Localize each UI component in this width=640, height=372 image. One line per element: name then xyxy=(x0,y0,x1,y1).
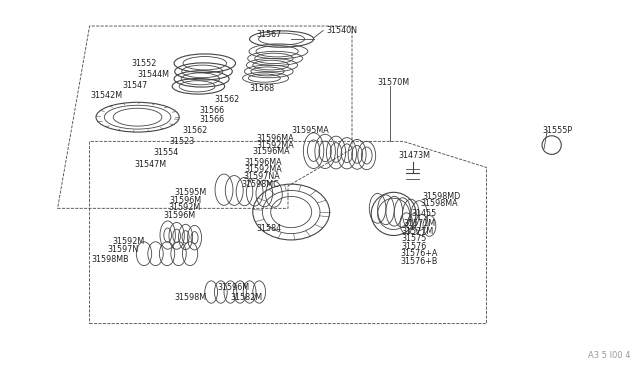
Text: 31523: 31523 xyxy=(170,137,195,146)
Text: 31562: 31562 xyxy=(182,126,207,135)
Text: 31592M: 31592M xyxy=(168,203,200,212)
Text: 31596M: 31596M xyxy=(218,283,250,292)
Text: 31566: 31566 xyxy=(200,115,225,124)
Text: 31584: 31584 xyxy=(256,224,281,233)
Text: 31598MA: 31598MA xyxy=(420,199,458,208)
Text: 31598MB: 31598MB xyxy=(92,255,129,264)
Text: 31582M: 31582M xyxy=(230,293,262,302)
Text: 31577M: 31577M xyxy=(402,227,434,236)
Text: 31555P: 31555P xyxy=(543,126,573,135)
Text: 31566: 31566 xyxy=(200,106,225,115)
Text: 31598MD: 31598MD xyxy=(422,192,461,201)
Text: 31596MA: 31596MA xyxy=(253,147,291,156)
Text: 31552: 31552 xyxy=(131,59,157,68)
Text: 31592MA: 31592MA xyxy=(256,141,294,150)
Text: 31597NA: 31597NA xyxy=(243,172,280,181)
Text: 31592MA: 31592MA xyxy=(244,165,282,174)
Text: 31592M: 31592M xyxy=(112,237,144,246)
Text: 31595M: 31595M xyxy=(174,188,206,197)
Text: 31554: 31554 xyxy=(154,148,179,157)
Text: 31473M: 31473M xyxy=(398,151,430,160)
Text: 31571M: 31571M xyxy=(403,219,435,228)
Text: 31455: 31455 xyxy=(412,209,436,218)
Text: 31596M: 31596M xyxy=(170,196,202,205)
Text: 31576: 31576 xyxy=(402,242,427,251)
Text: 31596MA: 31596MA xyxy=(256,134,294,143)
Text: 31540N: 31540N xyxy=(326,26,357,35)
Text: 31544M: 31544M xyxy=(138,70,170,79)
Text: 31547: 31547 xyxy=(123,81,148,90)
Text: A3 5 I00 4: A3 5 I00 4 xyxy=(588,351,630,360)
Text: 31567: 31567 xyxy=(256,30,281,39)
Text: 31568: 31568 xyxy=(250,84,275,93)
Text: 31597N: 31597N xyxy=(108,246,139,254)
Text: 31562: 31562 xyxy=(214,95,239,104)
Text: 31595MA: 31595MA xyxy=(291,126,329,135)
Text: 31576+A: 31576+A xyxy=(400,249,437,258)
Text: 31596MA: 31596MA xyxy=(244,158,282,167)
Text: 31576+B: 31576+B xyxy=(400,257,437,266)
Text: 31598M: 31598M xyxy=(174,293,206,302)
Text: 31542M: 31542M xyxy=(91,91,123,100)
Text: 31598MC: 31598MC xyxy=(242,180,280,189)
Text: 31547M: 31547M xyxy=(134,160,166,169)
Text: 31596M: 31596M xyxy=(163,211,195,219)
Text: 31575: 31575 xyxy=(402,234,428,243)
Text: 31570M: 31570M xyxy=(378,78,410,87)
